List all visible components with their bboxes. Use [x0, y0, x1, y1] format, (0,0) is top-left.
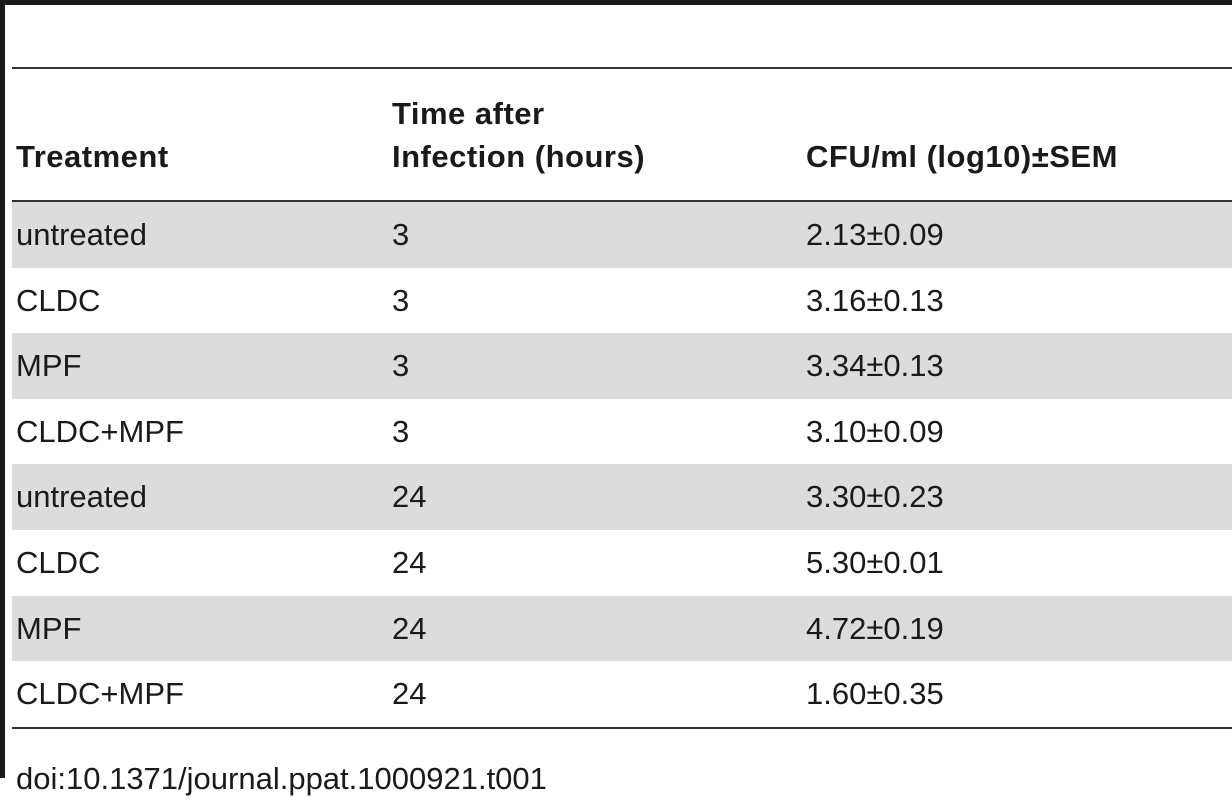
- table-row: untreated 3 2.13±0.09: [12, 202, 1232, 268]
- cell-time: 24: [392, 479, 427, 515]
- cell-time: 24: [392, 610, 427, 646]
- cell-treatment: untreated: [16, 479, 147, 515]
- cell-treatment: CLDC: [16, 282, 101, 318]
- cell-time: 3: [392, 348, 410, 384]
- cell-treatment: CLDC+MPF: [16, 676, 184, 712]
- cell-cfu: 4.72±0.19: [806, 610, 944, 646]
- doi-caption: doi:10.1371/journal.ppat.1000921.t001: [16, 761, 547, 796]
- table-row: MPF 3 3.34±0.13: [12, 333, 1232, 399]
- cell-treatment: CLDC+MPF: [16, 413, 184, 449]
- column-header-cfu: CFU/ml (log10)±SEM: [806, 139, 1118, 174]
- cell-time: 3: [392, 217, 410, 252]
- left-border-rule: [0, 0, 5, 778]
- cell-time: 24: [392, 544, 427, 580]
- column-header-time: Time after Infection (hours): [392, 96, 646, 174]
- table-body: untreated 3 2.13±0.09 CLDC 3 3.16±0.13 M…: [12, 202, 1232, 727]
- cell-time: 3: [392, 413, 410, 449]
- top-border-rule: [0, 0, 1232, 5]
- cell-cfu: 5.30±0.01: [806, 544, 944, 580]
- cell-treatment: untreated: [16, 217, 147, 252]
- column-header-treatment: Treatment: [16, 139, 169, 174]
- table-row: CLDC+MPF 24 1.60±0.35: [12, 661, 1232, 727]
- cell-treatment: CLDC: [16, 544, 101, 580]
- cell-cfu: 3.16±0.13: [806, 282, 944, 318]
- table-row: CLDC 24 5.30±0.01: [12, 530, 1232, 596]
- table-header: Treatment Time after Infection (hours) C…: [0, 69, 1232, 200]
- cell-cfu: 3.30±0.23: [806, 479, 944, 515]
- cell-time: 24: [392, 676, 427, 712]
- cell-treatment: MPF: [16, 348, 82, 384]
- cell-treatment: MPF: [16, 610, 82, 646]
- table-bottom-rule: [12, 727, 1232, 729]
- cell-time: 3: [392, 282, 410, 318]
- header-bottom-rule: [12, 200, 1232, 202]
- table-row: CLDC+MPF 3 3.10±0.09: [12, 399, 1232, 465]
- header-top-rule: [12, 67, 1232, 69]
- table-row: MPF 24 4.72±0.19: [12, 595, 1232, 662]
- cell-cfu: 3.34±0.13: [806, 348, 944, 384]
- cell-cfu: 3.10±0.09: [806, 413, 944, 449]
- cell-cfu: 2.13±0.09: [806, 217, 944, 252]
- table-row: untreated 24 3.30±0.23: [12, 464, 1232, 530]
- table-row: CLDC 3 3.16±0.13: [12, 268, 1232, 334]
- cell-cfu: 1.60±0.35: [806, 676, 944, 712]
